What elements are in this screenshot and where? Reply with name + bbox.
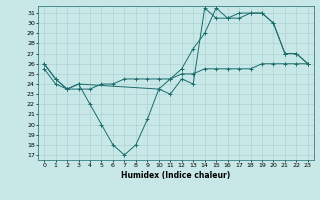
X-axis label: Humidex (Indice chaleur): Humidex (Indice chaleur) (121, 171, 231, 180)
